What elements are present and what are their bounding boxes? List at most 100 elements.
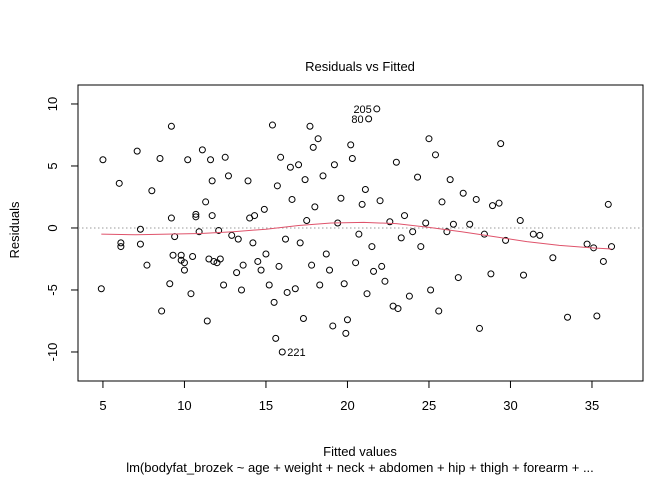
point xyxy=(516,217,524,225)
point xyxy=(449,220,457,228)
point xyxy=(282,235,290,243)
x-axis-label: Fitted values xyxy=(323,444,397,459)
point xyxy=(299,315,307,323)
point-label: 205 xyxy=(353,104,371,116)
point xyxy=(216,255,224,263)
point xyxy=(347,141,355,149)
point xyxy=(283,288,291,296)
chart-title: Residuals vs Fitted xyxy=(305,59,415,74)
point xyxy=(303,217,311,225)
point xyxy=(401,212,409,220)
point xyxy=(355,230,363,238)
point xyxy=(326,266,334,274)
point xyxy=(158,307,166,315)
point xyxy=(438,198,446,206)
point xyxy=(208,212,216,220)
point xyxy=(187,290,195,298)
point xyxy=(192,210,200,218)
y-tick-label: 10 xyxy=(45,97,60,111)
point xyxy=(376,197,384,205)
point xyxy=(365,115,373,123)
point xyxy=(309,143,317,151)
point xyxy=(249,239,257,247)
point xyxy=(224,172,232,180)
point-label: 80 xyxy=(351,114,363,126)
point xyxy=(489,202,497,210)
point xyxy=(319,172,327,180)
point xyxy=(189,252,197,260)
point xyxy=(167,214,175,222)
point xyxy=(373,105,381,113)
point xyxy=(417,243,425,251)
point xyxy=(239,261,247,269)
point xyxy=(431,151,439,159)
point xyxy=(278,348,286,356)
point xyxy=(363,290,371,298)
point xyxy=(133,147,141,155)
point xyxy=(593,312,601,320)
subtitle: lm(bodyfat_brozek ~ age + weight + neck … xyxy=(126,460,594,475)
point xyxy=(487,270,495,278)
point xyxy=(169,251,177,259)
point xyxy=(167,122,175,130)
point xyxy=(378,262,386,270)
y-tick-label: -5 xyxy=(45,284,60,296)
point xyxy=(381,277,389,285)
y-tick-label: 0 xyxy=(45,224,60,231)
point xyxy=(208,177,216,185)
point xyxy=(143,261,151,269)
point xyxy=(234,235,242,243)
point xyxy=(340,280,348,288)
point xyxy=(409,228,417,236)
point xyxy=(207,156,215,164)
point xyxy=(392,158,400,166)
point xyxy=(314,135,322,143)
point xyxy=(251,212,259,220)
point xyxy=(254,257,262,265)
point xyxy=(329,322,337,330)
point xyxy=(368,243,376,251)
point xyxy=(192,213,200,221)
point xyxy=(308,261,316,269)
x-tick-label: 20 xyxy=(340,398,354,413)
point xyxy=(148,187,156,195)
point xyxy=(599,257,607,265)
point xyxy=(466,220,474,228)
y-axis-label: Residuals xyxy=(7,201,22,259)
point xyxy=(273,182,281,190)
point xyxy=(257,266,265,274)
point xyxy=(221,153,229,161)
point xyxy=(435,307,443,315)
point xyxy=(301,176,309,184)
point xyxy=(99,156,107,164)
y-tick-label: 5 xyxy=(45,162,60,169)
point xyxy=(195,228,203,236)
point xyxy=(177,251,185,259)
x-tick-label: 10 xyxy=(177,398,191,413)
point xyxy=(322,250,330,258)
point xyxy=(270,298,278,306)
point xyxy=(291,285,299,293)
y-tick-label: -10 xyxy=(45,343,60,362)
point xyxy=(564,313,572,321)
point xyxy=(210,257,218,265)
point xyxy=(244,177,252,185)
point xyxy=(262,250,270,258)
x-tick-label: 5 xyxy=(99,398,106,413)
point xyxy=(422,219,430,227)
point xyxy=(330,161,338,169)
point-label: 221 xyxy=(287,347,305,359)
point xyxy=(394,305,402,313)
point xyxy=(604,200,612,208)
point xyxy=(180,266,188,274)
point xyxy=(397,234,405,242)
point xyxy=(275,262,283,270)
point xyxy=(472,195,480,203)
x-tick-label: 30 xyxy=(503,398,517,413)
point xyxy=(97,285,105,293)
point xyxy=(342,329,350,337)
point xyxy=(166,280,174,288)
point xyxy=(348,155,356,163)
point xyxy=(536,231,544,239)
point xyxy=(361,186,369,194)
